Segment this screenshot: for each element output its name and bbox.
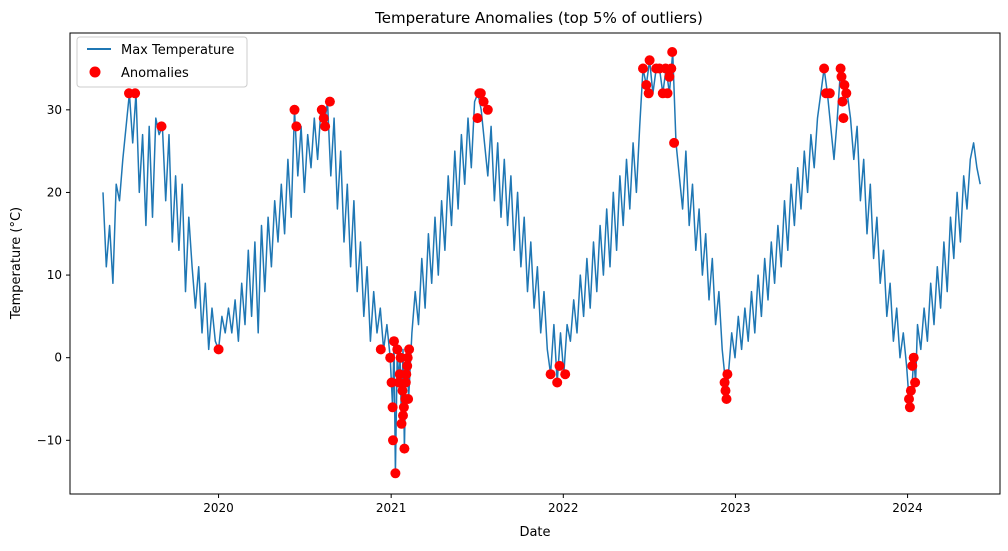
anomaly-point — [402, 360, 413, 371]
x-tick-label: 2022 — [548, 501, 579, 515]
anomaly-point — [130, 88, 141, 99]
anomaly-point — [667, 47, 678, 57]
anomaly-point — [400, 377, 411, 388]
anomaly-point — [386, 377, 397, 388]
anomaly-point — [389, 336, 399, 347]
anomaly-point — [664, 71, 675, 82]
legend-box — [76, 36, 248, 88]
anomaly-point — [324, 96, 335, 107]
legend: Max Temperature Anomalies — [76, 36, 248, 88]
anomaly-point — [320, 121, 331, 132]
anomaly-point — [545, 369, 556, 380]
anomaly-point — [552, 377, 563, 388]
anomaly-point — [666, 63, 677, 74]
y-tick-label: 30 — [47, 103, 62, 117]
y-axis-label: Temperature (°C) — [9, 207, 24, 320]
anomaly-point — [393, 377, 404, 388]
anomaly-point — [908, 352, 919, 363]
anomaly-point — [662, 88, 673, 99]
x-tick-label: 2023 — [720, 501, 751, 515]
anomaly-point — [722, 369, 733, 380]
anomaly-point — [401, 369, 412, 380]
anomaly-point — [554, 360, 565, 371]
anomaly-point — [835, 63, 846, 74]
x-axis: 2020 2021 2022 2023 2024 — [203, 494, 923, 515]
anomaly-point — [838, 113, 849, 124]
y-tick-label: 0 — [54, 351, 62, 365]
anomaly-point — [395, 352, 406, 363]
x-tick-label: 2020 — [203, 501, 234, 515]
anomaly-point — [719, 377, 730, 388]
anomaly-point — [397, 385, 408, 396]
anomaly-point — [560, 369, 571, 380]
anomaly-point — [403, 394, 414, 404]
anomaly-point — [643, 88, 654, 99]
y-tick-label: 10 — [47, 268, 62, 282]
anomaly-point — [398, 410, 408, 421]
anomaly-point — [482, 104, 493, 115]
plot-frame — [69, 32, 1001, 495]
anomaly-point — [318, 113, 329, 124]
anomaly-point — [638, 63, 648, 74]
chart-title: Temperature Anomalies (top 5% of outlier… — [374, 9, 703, 27]
anomaly-point — [720, 385, 731, 396]
y-tick-label: 20 — [47, 185, 62, 199]
anomaly-point — [641, 80, 652, 90]
anomaly-point — [669, 137, 680, 148]
anomaly-point — [404, 344, 415, 355]
anomaly-point — [390, 468, 401, 479]
anomaly-point — [402, 352, 413, 363]
anomaly-point — [375, 344, 386, 355]
anomaly-point — [910, 377, 921, 388]
anomaly-point — [824, 88, 835, 99]
y-axis: −10 0 10 20 30 — [37, 103, 70, 447]
anomaly-point — [289, 104, 300, 115]
anomaly-point — [316, 104, 327, 115]
anomaly-point — [819, 63, 830, 74]
anomaly-point — [396, 418, 407, 429]
anomaly-point — [839, 80, 850, 90]
x-axis-label: Date — [519, 525, 550, 540]
anomaly-point — [907, 360, 918, 371]
anomaly-point — [837, 96, 848, 107]
anomaly-point — [472, 113, 483, 124]
anomaly-point — [399, 443, 410, 454]
anomaly-point — [475, 88, 486, 99]
anomaly-point — [291, 121, 302, 132]
anomaly-point — [385, 352, 396, 363]
legend-marker-swatch — [89, 66, 101, 78]
y-tick-label: −10 — [37, 433, 62, 447]
anomaly-point — [156, 121, 167, 132]
anomaly-point — [478, 96, 489, 107]
x-tick-label: 2021 — [376, 501, 407, 515]
anomaly-point — [721, 394, 732, 404]
series-max-temperature-line — [102, 51, 981, 475]
anomaly-point — [904, 402, 915, 413]
legend-label-max-temperature: Max Temperature — [121, 43, 234, 58]
x-tick-label: 2024 — [892, 501, 923, 515]
anomaly-point — [841, 88, 852, 99]
anomaly-point — [387, 402, 398, 413]
anomaly-point — [644, 55, 655, 66]
anomaly-point — [836, 71, 847, 82]
anomaly-point — [392, 344, 403, 355]
anomaly-point — [398, 402, 409, 413]
anomaly-point — [904, 394, 914, 404]
anomaly-point — [388, 435, 398, 446]
legend-label-anomalies: Anomalies — [121, 66, 189, 81]
anomaly-point — [905, 385, 916, 396]
anomaly-point — [213, 344, 224, 355]
